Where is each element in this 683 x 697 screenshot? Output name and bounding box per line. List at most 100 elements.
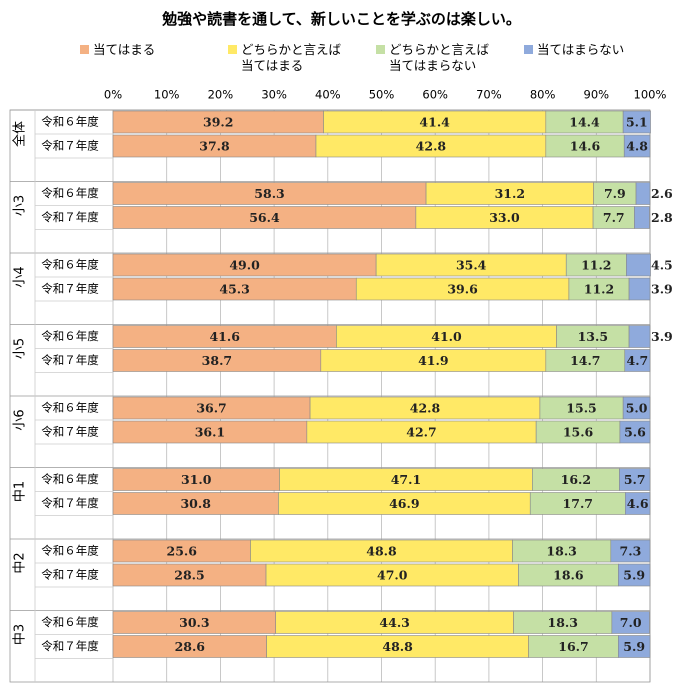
row-label: 令和７年度 — [41, 425, 99, 439]
value-label: 33.0 — [489, 210, 520, 225]
value-label: 5.7 — [624, 472, 646, 487]
value-label: 14.6 — [570, 139, 601, 154]
value-label: 7.7 — [603, 210, 625, 225]
group-label: 中1 — [13, 481, 28, 502]
row-label: 令和６年度 — [41, 186, 99, 200]
bar-segment — [619, 420, 651, 444]
value-label: 47.1 — [391, 472, 421, 487]
value-label: 16.7 — [558, 639, 588, 654]
value-label: 16.2 — [561, 472, 591, 487]
group-label: 小5 — [13, 338, 28, 359]
value-label: 42.8 — [410, 401, 441, 416]
legend-swatch — [376, 45, 385, 54]
bar-segment — [628, 325, 651, 348]
value-label: 17.7 — [563, 496, 593, 511]
value-label: 28.5 — [174, 568, 204, 583]
group-label: 小4 — [13, 266, 28, 287]
value-label: 5.0 — [626, 401, 648, 416]
value-label: 18.3 — [548, 615, 578, 630]
value-label: 35.4 — [456, 258, 487, 273]
legend-item: どちらかと言えば当てはまらない — [376, 42, 514, 74]
value-label: 13.5 — [578, 329, 608, 344]
value-label: 41.4 — [419, 115, 450, 130]
chart-title: 勉強や読書を通して、新しいことを学ぶのは楽しい。 — [162, 10, 521, 28]
x-tick-label: 90% — [584, 88, 610, 102]
value-label: 48.8 — [366, 544, 397, 559]
row-label: 令和６年度 — [41, 615, 99, 629]
value-label: 4.5 — [651, 258, 673, 273]
value-label: 3.9 — [651, 329, 673, 344]
x-tick-label: 60% — [422, 88, 448, 102]
value-label: 4.6 — [627, 496, 649, 511]
value-label: 46.9 — [389, 496, 419, 511]
value-label: 41.9 — [418, 353, 448, 368]
row-label: 令和６年度 — [41, 258, 99, 272]
value-label: 3.9 — [651, 282, 673, 297]
row-label: 令和６年度 — [41, 544, 99, 558]
value-label: 31.0 — [181, 472, 212, 487]
x-tick-label: 0% — [104, 88, 122, 102]
bar-segment — [622, 110, 651, 134]
legend-label: どちらかと言えば当てはまる — [241, 42, 342, 73]
value-label: 5.9 — [623, 568, 645, 583]
legend-label: 当てはまらない — [537, 42, 625, 57]
x-tick-label: 40% — [315, 88, 341, 102]
bar-segment — [626, 253, 651, 277]
bar-segment — [628, 277, 651, 301]
row-label: 令和７年度 — [41, 639, 99, 653]
row-label: 令和７年度 — [41, 496, 99, 510]
value-label: 41.6 — [209, 329, 240, 344]
value-label: 42.7 — [406, 425, 436, 440]
value-label: 31.2 — [495, 186, 525, 201]
value-label: 7.9 — [604, 186, 626, 201]
value-label: 2.6 — [651, 186, 673, 201]
value-label: 30.3 — [179, 615, 209, 630]
legend-item: 当てはまる — [80, 42, 218, 74]
value-label: 56.4 — [249, 210, 280, 225]
group-label: 中2 — [13, 552, 28, 573]
bar-segment — [634, 206, 650, 229]
bar-segment — [618, 563, 651, 587]
value-label: 41.0 — [431, 329, 462, 344]
bar-segment — [610, 539, 651, 563]
legend-swatch — [524, 45, 533, 54]
value-label: 48.8 — [382, 639, 413, 654]
value-label: 38.7 — [202, 353, 232, 368]
value-label: 14.4 — [569, 115, 600, 130]
legend-item: 当てはまらない — [524, 42, 662, 74]
x-tick-label: 80% — [530, 88, 556, 102]
value-label: 47.0 — [377, 568, 408, 583]
value-label: 4.7 — [627, 353, 649, 368]
value-label: 5.6 — [624, 425, 646, 440]
group-label: 中3 — [13, 624, 28, 645]
value-label: 44.3 — [379, 615, 409, 630]
row-label: 令和７年度 — [41, 353, 99, 367]
value-label: 11.2 — [581, 258, 611, 273]
row-label: 令和７年度 — [41, 568, 99, 582]
value-label: 30.8 — [180, 496, 211, 511]
value-label: 36.7 — [196, 401, 226, 416]
value-label: 5.1 — [626, 115, 648, 130]
value-label: 7.0 — [620, 615, 642, 630]
legend-swatch — [80, 45, 89, 54]
row-label: 令和６年度 — [41, 115, 99, 129]
group-label: 全体 — [12, 121, 28, 147]
bar-segment — [622, 396, 651, 420]
bar-segment — [618, 635, 651, 658]
row-label: 令和７年度 — [41, 139, 99, 153]
value-label: 11.2 — [584, 282, 614, 297]
group-label: 小3 — [13, 195, 28, 216]
value-label: 36.1 — [195, 425, 225, 440]
bar-segment — [623, 134, 651, 158]
value-label: 15.5 — [566, 401, 596, 416]
value-label: 5.9 — [623, 639, 645, 654]
row-label: 令和７年度 — [41, 282, 99, 296]
bar-segment — [611, 611, 650, 634]
row-label: 令和７年度 — [41, 210, 99, 224]
bar-segment — [624, 492, 651, 515]
group-label: 小6 — [13, 409, 28, 430]
value-label: 49.0 — [229, 258, 260, 273]
value-label: 42.8 — [416, 139, 447, 154]
value-label: 7.3 — [620, 544, 642, 559]
